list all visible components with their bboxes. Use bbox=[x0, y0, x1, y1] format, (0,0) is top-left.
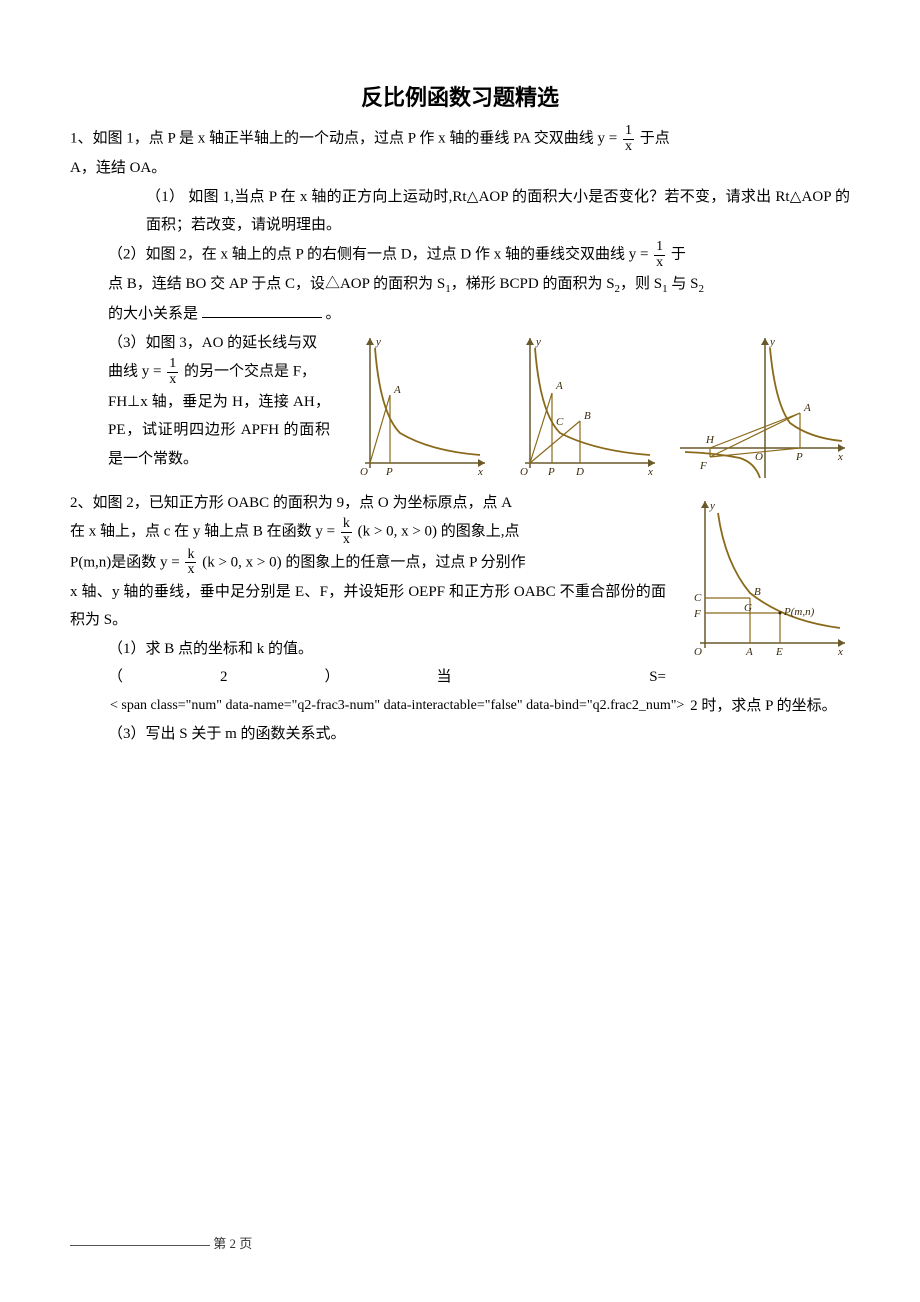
sub-2b: 2 bbox=[698, 283, 704, 295]
svg-text:x: x bbox=[647, 466, 653, 478]
q1-lead-b: 于点 bbox=[640, 131, 670, 147]
q1-p2f: 与 S bbox=[668, 276, 699, 292]
q2-frac1-num: k bbox=[341, 517, 352, 533]
svg-text:A: A bbox=[555, 380, 563, 392]
q1-frac3-num: 1 bbox=[167, 357, 178, 373]
q1-frac2: 1 x bbox=[654, 240, 665, 270]
q1-p2d: ，梯形 BCPD 的面积为 S bbox=[451, 276, 615, 292]
q1-p2-line2: 点 B，连结 BO 交 AP 于点 C，设△AOP 的面积为 S1，梯形 BCP… bbox=[70, 270, 850, 300]
svg-text:B: B bbox=[754, 586, 761, 598]
svg-text:y: y bbox=[375, 336, 381, 348]
svg-text:C: C bbox=[556, 416, 564, 428]
q1-p3c: 的另一个交点是 F， bbox=[184, 364, 316, 380]
q2-figure: O A E C F B G P(m,n) x y bbox=[680, 493, 850, 668]
q2-lead-e: (k > 0, x > 0) 的图象上的任意一点，过点 P 分别作 bbox=[202, 554, 525, 570]
svg-text:P(m,n): P(m,n) bbox=[783, 606, 815, 618]
q1-p1: （1） 如图 1,当点 P 在 x 轴的正方向上运动时,Rt△AOP 的面积大小… bbox=[70, 183, 850, 240]
q2-frac2-num: k bbox=[185, 548, 196, 564]
q2-p3: （3）写出 S 关于 m 的函数关系式。 bbox=[70, 720, 850, 749]
q1-lead: 1、如图 1，点 P 是 x 轴正半轴上的一个动点，过点 P 作 x 轴的垂线 … bbox=[70, 124, 850, 154]
q1-frac3-den: x bbox=[167, 373, 178, 388]
svg-text:x: x bbox=[837, 646, 843, 658]
q1-p2-line3: 的大小关系是 。 bbox=[70, 300, 850, 329]
q1-p2h: 。 bbox=[326, 306, 341, 322]
footer-rule bbox=[70, 1245, 210, 1246]
q2-p2a: （2）当 S= bbox=[108, 669, 666, 685]
svg-text:x: x bbox=[837, 451, 843, 463]
svg-text:y: y bbox=[535, 336, 541, 348]
svg-text:y: y bbox=[709, 500, 715, 512]
q1-frac1-den: x bbox=[623, 140, 634, 155]
q1-p2e: ，则 S bbox=[620, 276, 662, 292]
q2-frac1-den: x bbox=[341, 533, 352, 548]
svg-text:E: E bbox=[775, 646, 783, 658]
q1-frac2-num: 1 bbox=[654, 240, 665, 256]
svg-text:O: O bbox=[755, 451, 763, 463]
svg-text:H: H bbox=[705, 434, 715, 446]
q2-frac2-den: x bbox=[185, 563, 196, 578]
svg-text:O: O bbox=[520, 466, 528, 478]
q2-lead-d: P(m,n)是函数 y = bbox=[70, 554, 180, 570]
q2-lead-c: (k > 0, x > 0) 的图象上,点 bbox=[358, 524, 520, 540]
svg-text:F: F bbox=[693, 608, 701, 620]
q1-lead-c: A，连结 OA。 bbox=[70, 154, 850, 183]
svg-text:O: O bbox=[694, 646, 702, 658]
svg-text:A: A bbox=[803, 402, 811, 414]
svg-text:A: A bbox=[393, 384, 401, 396]
svg-text:G: G bbox=[744, 602, 752, 614]
q2-frac3-den: 2 bbox=[690, 698, 698, 714]
svg-text:P: P bbox=[547, 466, 555, 478]
svg-text:D: D bbox=[575, 466, 584, 478]
svg-text:C: C bbox=[694, 592, 702, 604]
q1-frac1-num: 1 bbox=[623, 124, 634, 140]
svg-text:y: y bbox=[769, 336, 775, 348]
q2-p2b: 时，求点 P 的坐标。 bbox=[701, 698, 836, 714]
page-footer: 第 2 页 bbox=[70, 1233, 850, 1252]
q2-frac3: < span class="num" data-name="q2-frac3-n… bbox=[110, 699, 684, 714]
svg-text:A: A bbox=[745, 646, 753, 658]
q1-fig1: O P A x y bbox=[340, 333, 490, 483]
footer-page-number: 第 2 页 bbox=[213, 1236, 252, 1251]
q1-frac2-den: x bbox=[654, 256, 665, 271]
svg-text:O: O bbox=[360, 466, 368, 478]
svg-text:P: P bbox=[795, 451, 803, 463]
q1-p2-line1: （2）如图 2，在 x 轴上的点 P 的右侧有一点 D，过点 D 作 x 轴的垂… bbox=[70, 240, 850, 270]
q1-p2c: 点 B，连结 BO 交 AP 于点 C，设△AOP 的面积为 S bbox=[108, 276, 445, 292]
svg-text:B: B bbox=[584, 410, 591, 422]
q2-frac2: k x bbox=[185, 548, 196, 578]
q1-p2g: 的大小关系是 bbox=[108, 306, 198, 322]
page-title: 反比例函数习题精选 bbox=[70, 80, 850, 112]
q2-p2: （2）当 S= < span class="num" data-name="q2… bbox=[70, 663, 850, 720]
q1-frac3: 1 x bbox=[167, 357, 178, 387]
q1-lead-a: 1、如图 1，点 P 是 x 轴正半轴上的一个动点，过点 P 作 x 轴的垂线 … bbox=[70, 131, 617, 147]
q2-frac1: k x bbox=[341, 517, 352, 547]
q1-fig3: O P H A F x y bbox=[670, 333, 850, 483]
q2-lead-b: 在 x 轴上，点 c 在 y 轴上点 B 在函数 y = bbox=[70, 524, 335, 540]
q1-blank bbox=[202, 302, 322, 318]
q1-p3b: 曲线 y = bbox=[108, 364, 161, 380]
svg-text:F: F bbox=[699, 460, 707, 472]
svg-text:x: x bbox=[477, 466, 483, 478]
svg-text:P: P bbox=[385, 466, 393, 478]
q1-p2b: 于 bbox=[671, 247, 686, 263]
q1-frac1: 1 x bbox=[623, 124, 634, 154]
q1-figures: O P A x y O P D A C B x y bbox=[340, 333, 850, 483]
q1-p2a: （2）如图 2，在 x 轴上的点 P 的右侧有一点 D，过点 D 作 x 轴的垂… bbox=[108, 247, 648, 263]
q1-fig2: O P D A C B x y bbox=[500, 333, 660, 483]
